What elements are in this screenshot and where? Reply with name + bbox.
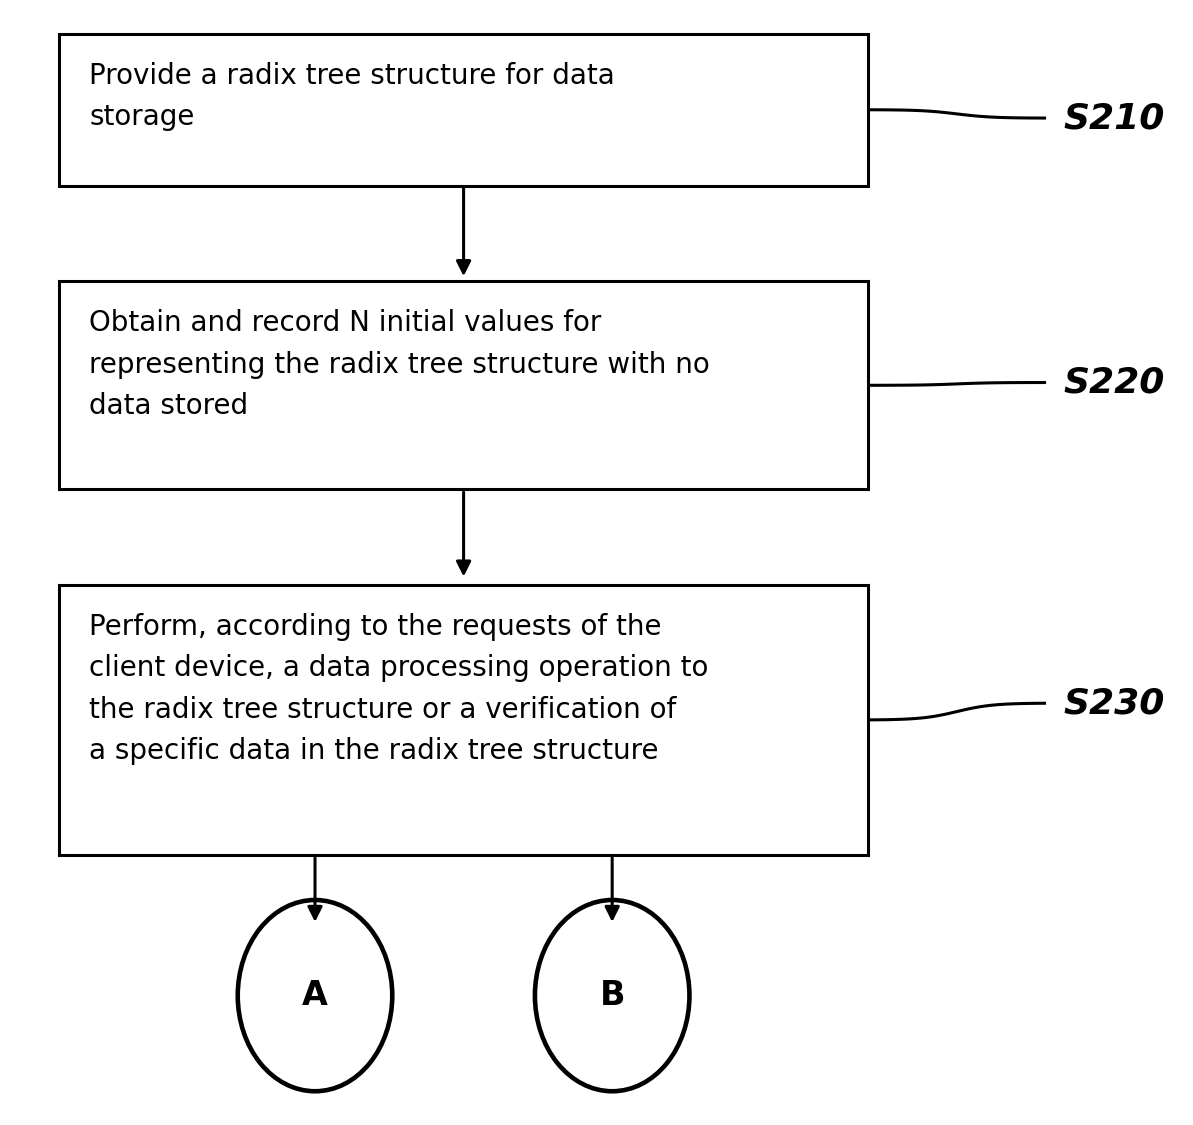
- Text: Provide a radix tree structure for data
storage: Provide a radix tree structure for data …: [89, 62, 614, 132]
- Text: S220: S220: [1064, 366, 1166, 399]
- Bar: [60, 585, 867, 855]
- Text: S210: S210: [1064, 101, 1166, 135]
- Text: Perform, according to the requests of the
client device, a data processing opera: Perform, according to the requests of th…: [89, 613, 709, 765]
- Bar: [60, 281, 867, 489]
- Text: B: B: [599, 979, 625, 1012]
- Text: Obtain and record N initial values for
representing the radix tree structure wit: Obtain and record N initial values for r…: [89, 309, 710, 420]
- Text: S230: S230: [1064, 686, 1166, 720]
- Bar: [60, 34, 867, 186]
- Text: A: A: [302, 979, 328, 1012]
